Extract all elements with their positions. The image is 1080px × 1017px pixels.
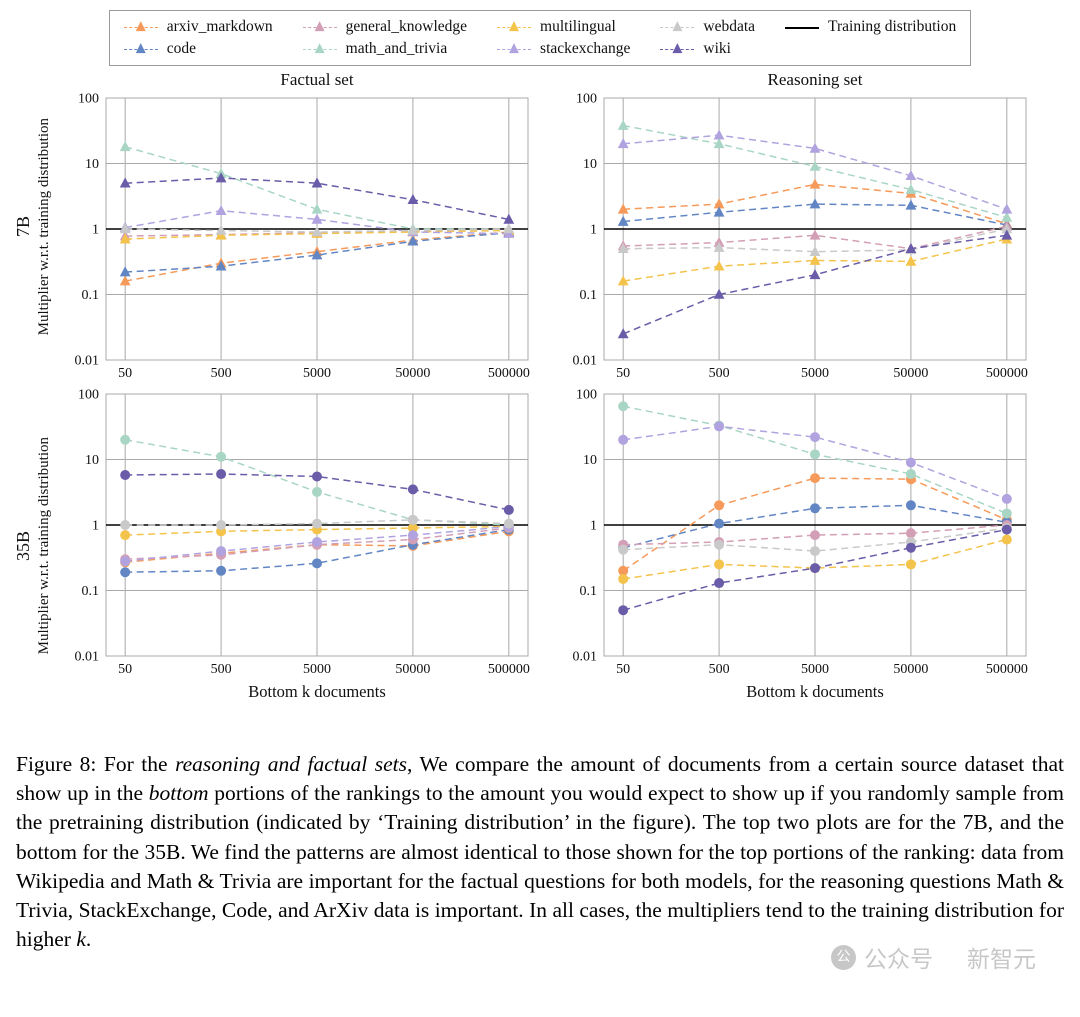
triangle-marker-glyph: ▲ [135, 18, 146, 34]
legend-entry-wiki: ▲ wiki [660, 40, 755, 58]
svg-text:500: 500 [211, 662, 232, 677]
chart-7b-factual: 50 500 5000 50000 500000 0.01 0.1 1 10 100 [75, 92, 530, 381]
svg-text:500000: 500000 [488, 662, 530, 677]
chart-7b-reasoning-container: Reasoning set 50 500 5000 50000 500000 0.01 0.… [558, 70, 1038, 384]
chart-title-factual: Factual set [280, 70, 354, 89]
triangle-marker-glyph: ▲ [314, 40, 325, 56]
row-labels-35b: 35B Multiplier w.r.t. training distribut… [6, 388, 60, 704]
legend-label: Training distribution [828, 18, 957, 35]
svg-text:100: 100 [576, 388, 597, 403]
y-axis-label-7b: Multiplier w.r.t. training distribution [36, 118, 52, 336]
webdata-marker-icon: ▲ [660, 18, 695, 35]
row-label-35b: 35B [13, 530, 33, 561]
svg-text:10: 10 [85, 453, 99, 468]
svg-text:1: 1 [590, 519, 597, 534]
y-axis-label-35b: Multiplier w.r.t. training distribution [36, 437, 52, 655]
chart-row-35b: 35B Multiplier w.r.t. training distribut… [6, 388, 1080, 704]
math_and_trivia-marker-icon: ▲ [302, 40, 337, 57]
x-axis-label-factual: Bottom k documents [248, 682, 386, 701]
svg-text:1: 1 [92, 223, 99, 238]
figure-legend: ▲ arxiv_markdown ▲ code ▲ general_knowledge ▲ m… [108, 10, 972, 66]
svg-text:500000: 500000 [986, 662, 1028, 677]
legend-label: general_knowledge [345, 18, 468, 35]
svg-text:50: 50 [616, 366, 630, 381]
legend-label: arxiv_markdown [166, 18, 273, 35]
stackexchange-marker-icon: ▲ [497, 40, 532, 57]
chart-7b-reasoning: 50 500 5000 50000 500000 0.01 0.1 1 10 100 [573, 92, 1028, 381]
legend-label: webdata [703, 18, 756, 35]
figure-caption: Figure 8: For the reasoning and factual … [16, 752, 1064, 952]
triangle-marker-glyph: ▲ [672, 18, 683, 34]
svg-text:0.01: 0.01 [573, 650, 598, 665]
multilingual-marker-icon: ▲ [497, 18, 532, 35]
legend-entry-code: ▲ code [123, 40, 273, 58]
svg-text:50000: 50000 [395, 366, 430, 381]
svg-text:5000: 5000 [303, 366, 331, 381]
legend-label: math_and_trivia [345, 40, 448, 57]
legend-label: wiki [703, 40, 731, 57]
training-distribution-line-icon [785, 19, 820, 35]
triangle-marker-glyph: ▲ [509, 18, 520, 34]
svg-text:1: 1 [92, 519, 99, 534]
svg-text:500000: 500000 [986, 366, 1028, 381]
svg-text:0.01: 0.01 [573, 354, 598, 369]
svg-text:50: 50 [118, 366, 132, 381]
svg-text:50: 50 [118, 662, 132, 677]
svg-text:0.1: 0.1 [580, 584, 598, 599]
svg-text:500: 500 [709, 366, 730, 381]
row-labels-7b: 7B Multiplier w.r.t. training distributi… [6, 70, 60, 384]
legend-label: stackexchange [540, 40, 631, 57]
triangle-marker-glyph: ▲ [509, 40, 520, 56]
chart-35b-reasoning-container: 50 500 5000 50000 500000 0.01 0.1 1 10 100 Bottom… [558, 388, 1038, 704]
svg-text:0.01: 0.01 [75, 650, 100, 665]
svg-text:100: 100 [78, 92, 99, 107]
legend-entry-training-distribution: Training distribution [785, 18, 956, 36]
svg-text:0.1: 0.1 [82, 584, 100, 599]
triangle-marker-glyph: ▲ [314, 18, 325, 34]
svg-text:0.1: 0.1 [580, 288, 598, 303]
code-marker-icon: ▲ [123, 40, 158, 57]
svg-text:0.1: 0.1 [82, 288, 100, 303]
svg-text:500000: 500000 [488, 366, 530, 381]
chart-row-7b: 7B Multiplier w.r.t. training distributi… [6, 70, 1080, 384]
legend-entry-stackexchange: ▲ stackexchange [497, 40, 630, 58]
legend-label: code [166, 40, 197, 57]
row-label-7b: 7B [13, 216, 33, 238]
general_knowledge-marker-icon: ▲ [302, 18, 337, 35]
svg-text:1: 1 [590, 223, 597, 238]
svg-text:500: 500 [709, 662, 730, 677]
svg-text:50000: 50000 [395, 662, 430, 677]
triangle-marker-glyph: ▲ [135, 40, 146, 56]
svg-text:10: 10 [583, 453, 597, 468]
svg-text:500: 500 [211, 366, 232, 381]
chart-35b-reasoning: 50 500 5000 50000 500000 0.01 0.1 1 10 100 [573, 388, 1028, 677]
svg-text:5000: 5000 [303, 662, 331, 677]
arxiv_markdown-marker-icon: ▲ [123, 18, 158, 35]
svg-text:100: 100 [576, 92, 597, 107]
wiki-marker-icon: ▲ [660, 40, 695, 57]
legend-entry-webdata: ▲ webdata [660, 18, 755, 36]
svg-text:5000: 5000 [801, 366, 829, 381]
svg-text:0.01: 0.01 [75, 354, 100, 369]
chart-35b-factual-container: 50 500 5000 50000 500000 0.01 0.1 1 10 100 Bottom… [60, 388, 540, 704]
chart-7b-factual-container: Factual set 50 500 5000 50000 500000 0.01 0.1 1… [60, 70, 540, 384]
legend-entry-multilingual: ▲ multilingual [497, 18, 630, 36]
legend-entry-arxiv-markdown: ▲ arxiv_markdown [123, 18, 273, 36]
figure-plots: 7B Multiplier w.r.t. training distributi… [0, 70, 1080, 704]
x-axis-label-reasoning: Bottom k documents [746, 682, 884, 701]
svg-text:50000: 50000 [893, 366, 928, 381]
svg-text:5000: 5000 [801, 662, 829, 677]
svg-text:50000: 50000 [893, 662, 928, 677]
legend-entry-general-knowledge: ▲ general_knowledge [302, 18, 468, 36]
legend-label: multilingual [540, 18, 616, 35]
chart-35b-factual: 50 500 5000 50000 500000 0.01 0.1 1 10 100 [75, 388, 530, 677]
svg-text:10: 10 [583, 157, 597, 172]
svg-text:50: 50 [616, 662, 630, 677]
chart-title-reasoning: Reasoning set [767, 70, 863, 89]
legend-entry-math-and-trivia: ▲ math_and_trivia [302, 40, 467, 58]
svg-text:100: 100 [78, 388, 99, 403]
triangle-marker-glyph: ▲ [672, 40, 683, 56]
svg-text:10: 10 [85, 157, 99, 172]
